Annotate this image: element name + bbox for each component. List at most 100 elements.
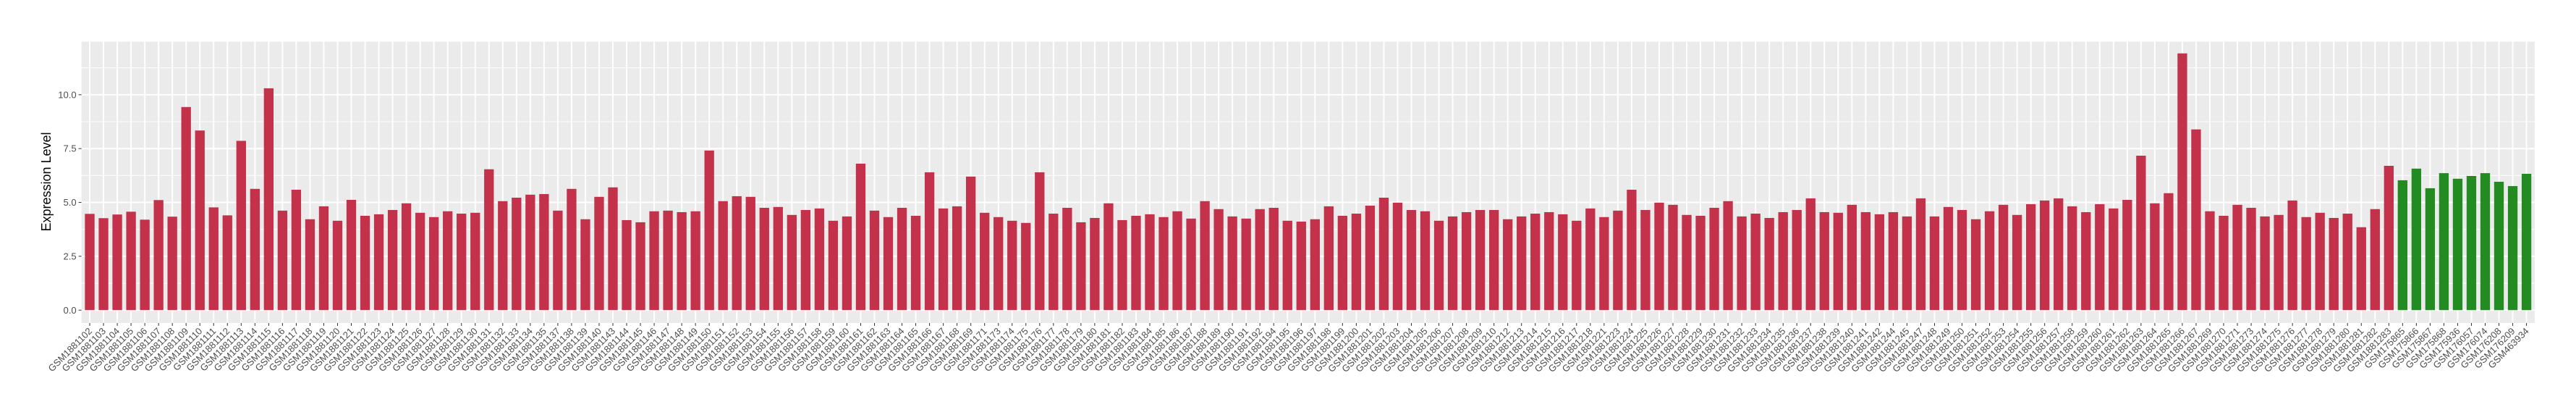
bar [2315, 212, 2325, 311]
bar [208, 207, 219, 311]
x-axis: GSM1881102GSM1881103GSM1881104GSM1881105… [46, 323, 2531, 374]
bar [690, 211, 700, 311]
bar [1420, 211, 1431, 311]
bar [1874, 214, 1885, 311]
bar [1378, 198, 1389, 311]
bar [195, 130, 205, 311]
bar [635, 222, 645, 311]
bar [98, 218, 109, 311]
bar [539, 193, 549, 311]
bar [2150, 203, 2160, 311]
bar [1517, 216, 1527, 311]
bar [2425, 188, 2436, 311]
bar [2095, 203, 2105, 311]
bar [966, 176, 976, 311]
bar [1048, 214, 1059, 311]
bar [1764, 217, 1774, 311]
bar [2480, 173, 2491, 311]
bar [415, 212, 425, 311]
bar [1062, 207, 1072, 311]
bar [401, 203, 412, 311]
bar [2219, 215, 2229, 311]
bar [2025, 203, 2036, 311]
bar [704, 150, 714, 311]
bar [773, 206, 783, 311]
bar [484, 169, 494, 311]
bar [1599, 217, 1609, 311]
bar [883, 217, 894, 311]
bar [2246, 207, 2256, 311]
bar [1998, 204, 2009, 311]
bar [1544, 211, 1554, 311]
bar [1819, 211, 1829, 311]
bar [759, 207, 769, 311]
bar [167, 217, 177, 311]
y-axis-title: Expression Level [39, 132, 54, 231]
bar [594, 196, 604, 311]
bar [1668, 204, 1678, 311]
bar [2301, 217, 2311, 311]
bar [677, 211, 687, 311]
bar [1778, 211, 1788, 311]
bar [112, 214, 122, 311]
bar [842, 216, 852, 311]
bar [1503, 219, 1513, 311]
bar [1392, 202, 1403, 311]
bar [1792, 209, 1802, 311]
bar [1172, 211, 1182, 311]
bar [1323, 206, 1334, 311]
bar [470, 212, 480, 311]
bar [869, 210, 880, 311]
bar [2287, 200, 2297, 311]
bar [512, 198, 522, 311]
bar [1709, 207, 1719, 311]
bar [2274, 214, 2284, 311]
bar [1682, 214, 1692, 311]
bar [1131, 215, 1141, 311]
bar [1613, 210, 1623, 311]
bars [85, 53, 2532, 311]
bar [1654, 202, 1664, 311]
bar [1282, 220, 1292, 311]
bar [2329, 217, 2339, 311]
bar [1943, 206, 1954, 311]
bar [318, 206, 329, 311]
bar [236, 140, 246, 311]
bar [980, 212, 990, 311]
bar [2177, 53, 2187, 311]
bar [2466, 175, 2477, 311]
bar [608, 187, 618, 311]
bar [2232, 204, 2242, 311]
bar [1475, 209, 1486, 311]
bar [1007, 220, 1017, 311]
bar [1585, 208, 1596, 311]
bar [1488, 209, 1499, 311]
bar [814, 208, 825, 311]
bar [1035, 172, 1045, 311]
bar [2067, 206, 2077, 311]
bar [553, 210, 563, 311]
bar [1255, 209, 1265, 311]
bar [2205, 211, 2215, 311]
bar [1351, 214, 1362, 311]
bar [332, 220, 343, 311]
bar [580, 219, 590, 311]
y-tick-label: 5.0 [64, 197, 77, 208]
bar [2507, 185, 2518, 311]
bar [1227, 216, 1237, 311]
bar [1627, 190, 1637, 311]
bar [938, 208, 949, 311]
bar [457, 214, 467, 311]
bar [1310, 219, 1320, 311]
bar [1847, 204, 1857, 311]
bar [993, 217, 1004, 311]
bar [952, 206, 962, 311]
bar [291, 190, 302, 311]
bar [1888, 211, 1899, 311]
bar [305, 219, 315, 311]
bar [1365, 206, 1376, 311]
bar [1833, 212, 1843, 311]
bar [649, 211, 659, 311]
bar [2384, 165, 2394, 311]
